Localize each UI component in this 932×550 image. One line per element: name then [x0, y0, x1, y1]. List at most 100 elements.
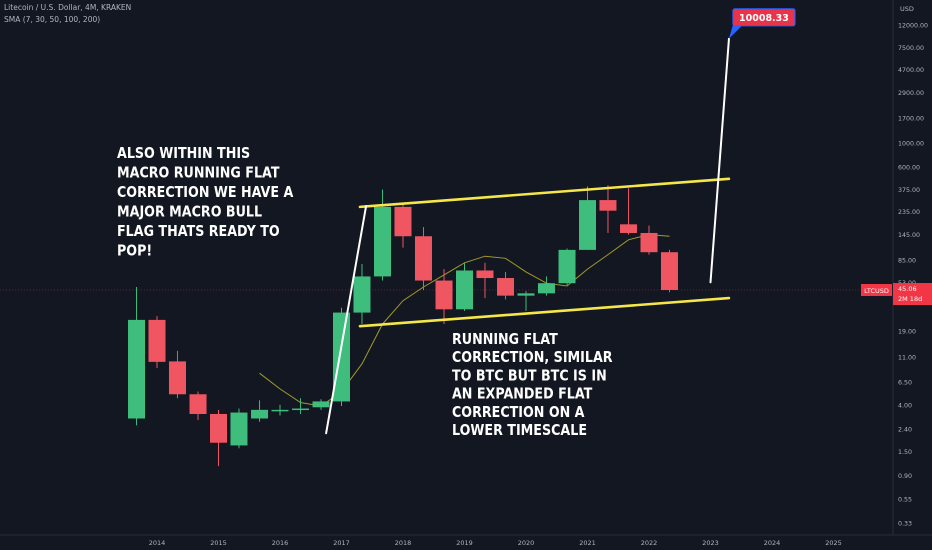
candle [210, 409, 227, 467]
annotation-line: LOWER TIMESCALE [452, 422, 587, 439]
x-tick-label: 2016 [272, 539, 289, 547]
x-tick-label: 2024 [764, 539, 781, 547]
annotation-line: POP! [117, 242, 152, 259]
x-tick-label: 2018 [395, 539, 412, 547]
chart-symbol-title: Litecoin / U.S. Dollar, 4M, KRAKEN [4, 3, 132, 12]
candles [128, 185, 678, 467]
y-tick-label: 12000.00 [898, 23, 928, 30]
x-tick-label: 2015 [210, 539, 227, 547]
current-price-tag: 45.06 [898, 285, 917, 293]
candle-body [599, 200, 617, 211]
annotation-macro-flag: ALSO WITHIN THIS MACRO RUNNING FLAT CORREC… [117, 145, 293, 260]
x-tick-label: 2019 [456, 539, 473, 547]
candle [456, 262, 473, 311]
candle [189, 391, 207, 421]
candle [517, 291, 535, 311]
candle [497, 271, 515, 300]
sma-legend: SMA (7, 30, 50, 100, 200) [4, 15, 101, 24]
candle [476, 262, 494, 299]
candle [271, 404, 289, 416]
candle-body [414, 236, 432, 281]
annotation-line: MAJOR MACRO BULL [117, 203, 262, 220]
candle [579, 186, 596, 250]
candle-body [291, 408, 309, 411]
candle-body [435, 280, 453, 310]
y-tick-label: 4700.00 [898, 67, 924, 74]
candle-body [168, 361, 186, 395]
y-tick-label: 1700.00 [898, 115, 924, 122]
y-tick-label: 6.50 [898, 379, 912, 386]
x-tick-label: 2025 [825, 539, 842, 547]
candle [333, 307, 350, 407]
candle-body [189, 394, 207, 414]
x-tick-label: 2020 [518, 539, 535, 547]
x-tick-label: 2021 [579, 539, 596, 547]
candle-body [251, 409, 269, 419]
candle-body [517, 293, 535, 296]
candle-body [640, 232, 658, 253]
y-tick-label: 2.40 [898, 427, 912, 434]
y-tick-label: 1.50 [898, 449, 912, 456]
candle-body [128, 319, 146, 419]
y-tick-label: 11.00 [898, 354, 916, 361]
target-callout: 10008.33 [728, 8, 796, 39]
candle-body [537, 283, 555, 294]
y-tick-label: 4.00 [898, 402, 912, 409]
y-tick-label: 85.00 [898, 257, 916, 264]
candle-body [210, 413, 227, 443]
candle [128, 287, 146, 426]
x-tick-label: 2023 [702, 539, 719, 547]
candle-body [374, 206, 392, 277]
y-tick-label: 19.00 [898, 328, 916, 335]
candle [640, 225, 658, 255]
candle [148, 316, 166, 369]
x-tick-label: 2014 [149, 539, 166, 547]
y-tick-label: 0.90 [898, 473, 912, 480]
y-tick-label: 0.33 [898, 521, 912, 528]
candle [435, 269, 453, 325]
price-tags: LTCUSD 45.06 2M 18d [861, 283, 932, 306]
candle [230, 408, 248, 449]
candle-body [660, 252, 678, 291]
annotation-line: FLAG THATS READY TO [117, 223, 280, 240]
candle-body [476, 270, 494, 279]
target-pointer [728, 24, 743, 39]
candle-body [394, 206, 412, 237]
y-tick-label: 145.00 [898, 232, 920, 239]
candle [558, 248, 576, 286]
candle [599, 185, 617, 233]
candle-body [148, 319, 166, 362]
candle-body [333, 312, 350, 402]
candle [374, 189, 392, 281]
breakout-projection-line [709, 37, 730, 284]
candle [620, 188, 638, 235]
x-axis: 2014 2015 2016 2017 2018 2019 2020 2021 2022 2023… [149, 539, 842, 547]
channel-lower-line [358, 296, 731, 328]
annotation-line: RUNNING FLAT [452, 331, 558, 348]
candle-body [497, 278, 515, 296]
candle-body [230, 412, 248, 446]
candle [291, 398, 309, 414]
candle [168, 350, 186, 399]
y-tick-label: 235.00 [898, 209, 920, 216]
y-axis: USD 0.33 0.55 0.90 1.50 2.40 4.00 6.50 11.00 19.0… [898, 5, 928, 528]
annotation-line: AN EXPANDED FLAT [452, 385, 593, 402]
annotation-line: ALSO WITHIN THIS [117, 145, 250, 162]
candle-body [312, 401, 330, 408]
candle-body [620, 224, 638, 233]
candle [353, 263, 371, 325]
candle-body [271, 409, 289, 412]
price-tag-bg [893, 283, 932, 306]
annotation-line: TO BTC BUT BTC IS IN [452, 367, 607, 384]
annotation-line: CORRECTION, SIMILAR [452, 349, 613, 366]
candle-body [579, 200, 596, 250]
channel-upper-line [358, 177, 731, 209]
countdown-tag: 2M 18d [898, 295, 922, 303]
x-tick-label: 2022 [641, 539, 658, 547]
y-tick-label: 2900.00 [898, 90, 924, 97]
y-tick-label: 600.00 [898, 165, 920, 172]
candle [537, 276, 555, 296]
candle-body [558, 249, 576, 284]
